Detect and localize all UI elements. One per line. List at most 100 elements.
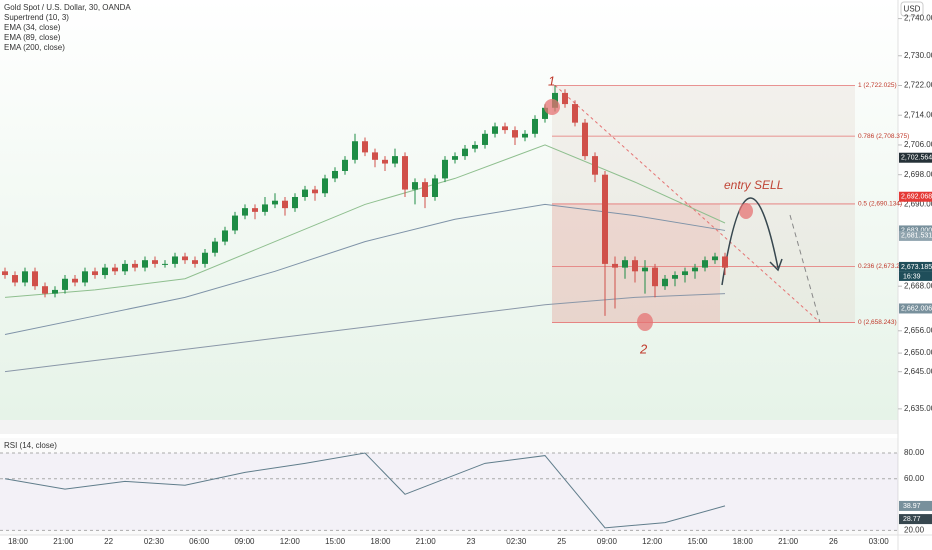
candle-body bbox=[392, 156, 398, 164]
x-tick-label: 09:00 bbox=[234, 537, 255, 546]
candle-body bbox=[542, 107, 548, 119]
fib-label: 0 (2,658.243) bbox=[858, 319, 897, 326]
fib-label: 1 (2,722.025) bbox=[858, 82, 897, 89]
candle-body bbox=[322, 178, 328, 194]
x-tick-label: 02:30 bbox=[506, 537, 527, 546]
candle-body bbox=[202, 252, 208, 264]
rsi-tick-label: 20.00 bbox=[904, 526, 925, 535]
candle-body bbox=[692, 267, 698, 272]
x-tick-label: 25 bbox=[557, 537, 566, 546]
candle-body bbox=[522, 133, 528, 138]
candle-body bbox=[152, 260, 158, 264]
x-tick-label: 15:00 bbox=[325, 537, 346, 546]
rsi-title: RSI (14, close) bbox=[4, 441, 57, 450]
rsi-line bbox=[4, 452, 726, 529]
candle-body bbox=[612, 263, 618, 268]
indicator: Supertrend (10, 3) bbox=[4, 13, 69, 22]
fib-label: 0.236 (2,673.295) bbox=[858, 263, 909, 270]
y-tick-label: 2,722.000 bbox=[904, 81, 932, 90]
candle-body bbox=[102, 267, 108, 276]
y-tick-label: 2,730.000 bbox=[904, 51, 932, 60]
y-tick-label: 2,656.000 bbox=[904, 326, 932, 335]
candle-body bbox=[422, 182, 428, 197]
x-tick-label: 18:00 bbox=[8, 537, 29, 546]
candle-body bbox=[82, 271, 88, 283]
candle-body bbox=[712, 256, 718, 261]
candle-body bbox=[272, 200, 278, 205]
candle-body bbox=[112, 267, 118, 272]
candle-body bbox=[12, 275, 18, 283]
candle-body bbox=[602, 174, 608, 264]
price-badge-label: 2,681.531 bbox=[901, 233, 932, 240]
symbol-title: Gold Spot / U.S. Dollar, 30, OANDA bbox=[4, 3, 131, 12]
candle-body bbox=[342, 159, 348, 171]
candle-body bbox=[572, 104, 578, 123]
pane-gap bbox=[0, 420, 898, 434]
candle-body bbox=[382, 159, 388, 164]
fib-label: 0.786 (2,708.375) bbox=[858, 133, 909, 140]
y-tick-label: 2,740.000 bbox=[904, 14, 932, 23]
candle-body bbox=[632, 260, 638, 272]
rsi-badge-label: 38.97 bbox=[903, 503, 921, 510]
rsi-badge bbox=[899, 500, 932, 511]
price-badge bbox=[899, 303, 932, 314]
indicator: EMA (34, close) bbox=[4, 23, 61, 32]
candle-body bbox=[682, 271, 688, 276]
marker bbox=[637, 313, 653, 331]
y-tick-label: 2,645.000 bbox=[904, 367, 932, 376]
rsi-band bbox=[0, 453, 898, 531]
x-tick-label: 02:30 bbox=[144, 537, 165, 546]
y-tick-label: 2,650.000 bbox=[904, 348, 932, 357]
rsi-badge bbox=[899, 514, 932, 525]
candle-body bbox=[122, 263, 128, 272]
rsi-tick-label: 60.00 bbox=[904, 474, 925, 483]
candle-body bbox=[432, 178, 438, 197]
arrow-curve bbox=[721, 197, 779, 286]
y-tick-label: 2,706.000 bbox=[904, 140, 932, 149]
candle-body bbox=[92, 271, 98, 276]
candle-body bbox=[472, 144, 478, 149]
currency-box[interactable] bbox=[900, 1, 924, 17]
price-badge bbox=[899, 261, 932, 272]
arrowhead bbox=[769, 258, 783, 272]
price-badge bbox=[899, 152, 932, 163]
candle-body bbox=[452, 156, 458, 160]
candle-body bbox=[282, 200, 288, 209]
candle-body bbox=[242, 208, 248, 216]
y-tick-label: 2,668.000 bbox=[904, 281, 932, 290]
currency[interactable]: USD bbox=[904, 5, 921, 14]
candle-body bbox=[262, 204, 268, 212]
candle-body bbox=[292, 196, 298, 209]
projection bbox=[789, 214, 821, 323]
marker bbox=[544, 99, 560, 115]
x-tick-label: 18:00 bbox=[733, 537, 754, 546]
x-tick-label: 22 bbox=[104, 537, 113, 546]
price-badge-label: 2,662.006 bbox=[901, 305, 932, 312]
candle-body bbox=[252, 208, 258, 212]
x-tick-label: 03:00 bbox=[869, 537, 890, 546]
candle-body bbox=[582, 122, 588, 157]
candle-body bbox=[512, 130, 518, 138]
countdown-bg bbox=[899, 271, 932, 281]
candle-body bbox=[442, 159, 448, 179]
x-tick-label: 21:00 bbox=[778, 537, 799, 546]
candle-body bbox=[62, 278, 68, 290]
candle-body bbox=[642, 267, 648, 272]
y-tick-label: 2,690.000 bbox=[904, 200, 932, 209]
x-tick-label: 18:00 bbox=[370, 537, 391, 546]
candle-body bbox=[622, 260, 628, 268]
countdown: 16:39 bbox=[903, 273, 921, 280]
candle-body bbox=[332, 170, 338, 179]
candle-body bbox=[652, 267, 658, 287]
ema-line bbox=[4, 144, 726, 298]
x-tick-label: 12:00 bbox=[280, 537, 301, 546]
candle-body bbox=[662, 278, 668, 287]
candle-body bbox=[702, 260, 708, 268]
candle-body bbox=[492, 126, 498, 134]
candle-body bbox=[502, 126, 508, 131]
indicator: EMA (200, close) bbox=[4, 43, 65, 52]
candle-body bbox=[72, 278, 78, 283]
candle-body bbox=[42, 286, 48, 294]
